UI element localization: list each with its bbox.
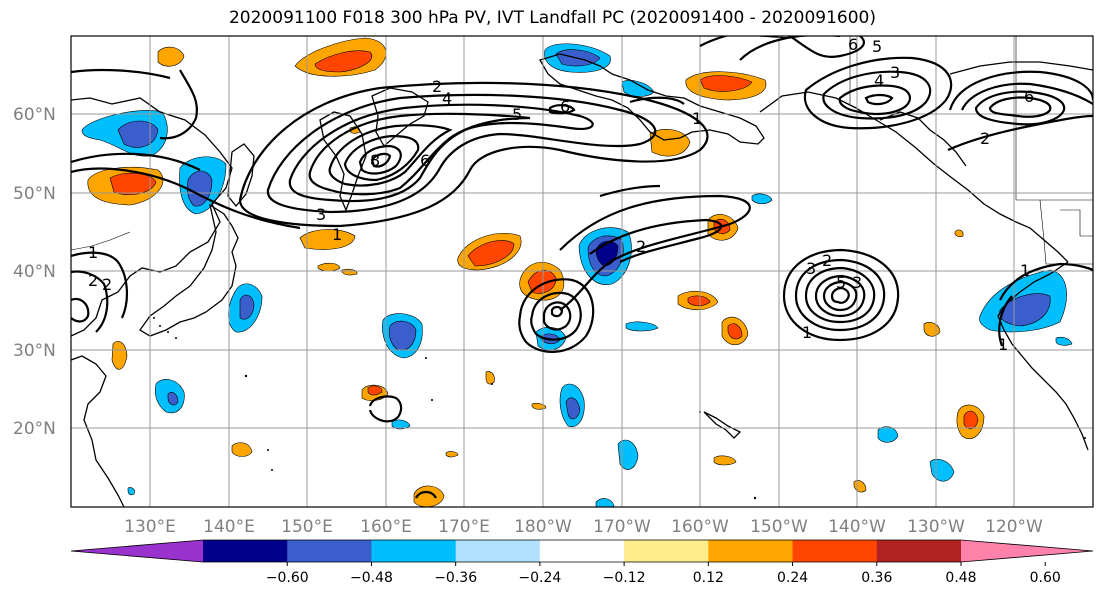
- colorbar-tick-label: −0.12: [603, 570, 646, 586]
- colorbar-segment: [792, 540, 878, 562]
- contour-label: 3: [890, 63, 900, 82]
- longitude-labels: 130°E 140°E 150°E 160°E 170°E 180°W 170°…: [124, 517, 1043, 537]
- colorbar-min-extend: [71, 540, 203, 562]
- contour-label: 6: [1024, 87, 1034, 106]
- colorbar-segment: [708, 540, 794, 562]
- lon-label: 170°E: [438, 517, 490, 537]
- colorbar-max-extend: [961, 540, 1093, 562]
- contour-label: 1: [692, 109, 702, 128]
- contour-label: 1: [802, 323, 812, 342]
- lat-label: 30°N: [13, 341, 56, 361]
- pv-shading: [81, 37, 1073, 507]
- island-dots: [153, 317, 1086, 500]
- contour-label: 2: [980, 129, 990, 148]
- lon-label: 120°W: [985, 517, 1043, 537]
- contour-label: 4: [874, 71, 884, 90]
- contour-label: 1: [1020, 261, 1030, 280]
- colorbar-outline: [70, 539, 1094, 563]
- lon-label: 160°W: [671, 517, 729, 537]
- colorbar-tick-label: −0.24: [518, 570, 561, 586]
- contour-label: 5: [836, 273, 846, 292]
- colorbar-tick-label: 0.24: [777, 570, 808, 586]
- colorbar-tick-label: −0.36: [434, 570, 477, 586]
- contour-label: 6: [560, 97, 570, 116]
- lat-label: 20°N: [13, 419, 56, 439]
- contour-label: 1: [88, 243, 98, 262]
- colorbar-tick-label: −0.48: [350, 570, 393, 586]
- gridlines: [71, 36, 1093, 507]
- colorbar-segment: [624, 540, 709, 562]
- colorbar-segment: [371, 540, 457, 562]
- contour-label: 8: [370, 151, 380, 170]
- contour-label: 2: [88, 271, 98, 290]
- lat-label: 40°N: [13, 262, 56, 282]
- colorbar-segment: [455, 540, 541, 562]
- colorbar-tick-label: 0.60: [1030, 570, 1061, 586]
- lat-label: 60°N: [13, 105, 56, 125]
- map-frame: [70, 35, 1094, 508]
- contour-label: 3: [806, 259, 816, 278]
- lon-label: 130°E: [124, 517, 176, 537]
- contour-label: 5: [872, 37, 882, 56]
- colorbar-segment: [539, 540, 625, 562]
- lon-label: 160°E: [360, 517, 412, 537]
- contour-label: 4: [442, 89, 452, 108]
- colorbar-segment: [876, 540, 962, 562]
- contour-labels: 2 4 5 6 3 8 6 1 2 1 2 3 2 3 5 1 1 6 5 4 …: [88, 35, 1034, 354]
- contour-label: 1: [332, 225, 342, 244]
- negative-anomaly-patches: [81, 43, 1073, 507]
- contour-label: 5: [512, 105, 522, 124]
- colorbar-segment: [203, 540, 288, 562]
- contour-label: 6: [848, 35, 858, 54]
- contour-label: 6: [420, 151, 430, 170]
- contour-label: 2: [636, 237, 646, 256]
- contour-label: 2: [432, 77, 442, 96]
- latitude-labels: 60°N 50°N 40°N 30°N 20°N: [13, 105, 56, 439]
- contour-label: 3: [316, 205, 326, 224]
- colorbar-tick-label: −0.60: [266, 570, 309, 586]
- lon-label: 150°W: [750, 517, 808, 537]
- map-panel: 2 4 5 6 3 8 6 1 2 1 2 3 2 3 5 1 1 6 5 4 …: [71, 35, 1093, 507]
- colorbar-tick-label: 0.12: [693, 570, 724, 586]
- lon-label: 130°W: [907, 517, 965, 537]
- colorbar-segment: [287, 540, 372, 562]
- colorbar: −0.60 −0.48 −0.36 −0.24 −0.12 0.12 0.24 0.36 0.4…: [70, 539, 1094, 586]
- colorbar-tick-label: 0.36: [861, 570, 892, 586]
- lon-label: 180°W: [514, 517, 572, 537]
- lon-label: 150°E: [281, 517, 333, 537]
- map-title: 2020091100 F018 300 hPa PV, IVT Landfall…: [228, 8, 876, 28]
- lat-label: 50°N: [13, 184, 56, 204]
- contour-label: 3: [852, 273, 862, 292]
- lon-label: 140°W: [828, 517, 886, 537]
- lon-label: 170°W: [593, 517, 651, 537]
- contour-label: 2: [102, 275, 112, 294]
- contour-label: 1: [998, 335, 1008, 354]
- positive-anomaly-patches: [87, 37, 985, 507]
- lon-label: 140°E: [203, 517, 255, 537]
- colorbar-tick-label: 0.48: [945, 570, 976, 586]
- contour-label: 2: [822, 251, 832, 270]
- ivt-contours: [71, 36, 1093, 499]
